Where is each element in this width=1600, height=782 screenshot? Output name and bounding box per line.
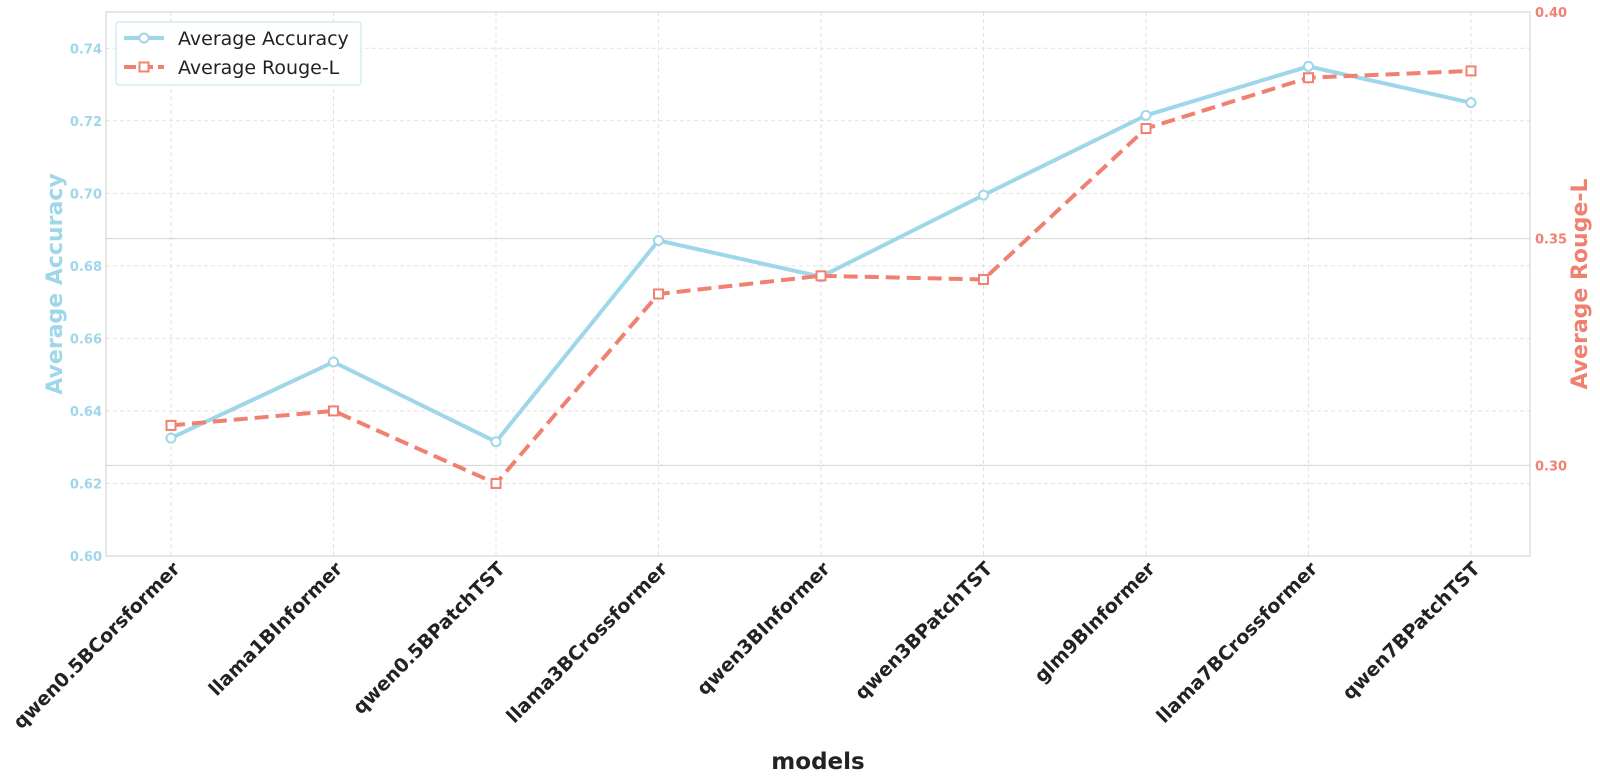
rouge-l-point — [165, 419, 177, 431]
x-axis-title: models — [771, 749, 864, 775]
rouge-l-point — [328, 405, 339, 417]
rouge-l-point — [653, 288, 664, 300]
x-tick-label: llama1BInformer — [205, 558, 348, 701]
left-tick-label: 0.72 — [70, 115, 102, 130]
grid-lines — [106, 12, 1530, 557]
rouge-l-point — [1303, 72, 1314, 84]
x-tick-label: qwen3BPatchTST — [851, 558, 997, 704]
left-tick-label: 0.62 — [70, 477, 102, 492]
x-tick-label: llama7BCrossformer — [1152, 558, 1322, 728]
left-axis-title: Average Accuracy — [43, 173, 68, 394]
right-axis-ticks: 0.30 0.35 0.40 — [1535, 6, 1567, 474]
plot-frame — [105, 11, 1531, 557]
left-tick-label: 0.70 — [70, 187, 102, 202]
series-line-rouge-l — [170, 68, 1472, 486]
rouge-l-point — [1140, 123, 1152, 135]
rouge-l-point — [978, 273, 989, 285]
left-tick-label: 0.74 — [70, 42, 102, 57]
left-tick-label: 0.60 — [70, 550, 102, 565]
legend: Average Accuracy Average Rouge-L — [115, 21, 362, 86]
rouge-l-point — [1465, 65, 1477, 77]
accuracy-point — [1140, 109, 1152, 121]
left-axis-ticks: 0.60 0.62 0.64 0.66 0.68 0.70 0.72 0.74 — [70, 42, 102, 565]
left-tick-label: 0.64 — [70, 405, 102, 420]
right-tick-label: 0.30 — [1535, 459, 1567, 474]
right-tick-label: 0.40 — [1535, 6, 1567, 21]
accuracy-point — [490, 436, 502, 448]
rouge-l-point — [490, 477, 502, 489]
left-tick-label: 0.66 — [70, 332, 102, 347]
left-tick-label: 0.68 — [70, 260, 102, 275]
x-tick-label: qwen7BPatchTST — [1338, 558, 1484, 704]
x-tick-label: glm9BInformer — [1030, 558, 1160, 688]
x-tick-label: llama3BCrossformer — [502, 558, 672, 728]
x-axis-ticks: qwen0.5BCorsformer llama1BInformer qwen0.5… — [9, 558, 1484, 734]
accuracy-point — [328, 356, 339, 368]
accuracy-point — [653, 234, 664, 246]
right-tick-label: 0.35 — [1535, 233, 1567, 248]
accuracy-point — [978, 189, 989, 201]
right-axis-reference-lines — [106, 238, 1530, 466]
legend-box — [115, 21, 362, 86]
legend-accuracy-swatch-marker — [138, 32, 150, 44]
accuracy-point — [1303, 60, 1314, 72]
legend-accuracy-label: Average Accuracy — [178, 28, 349, 50]
series-layer — [165, 60, 1477, 489]
x-tick-label: qwen3BInformer — [693, 558, 835, 700]
legend-rouge-swatch-marker — [138, 61, 150, 73]
accuracy-point — [1465, 97, 1477, 109]
x-tick-label: qwen0.5BCorsformer — [9, 558, 185, 734]
accuracy-point — [165, 432, 177, 444]
rouge-l-point — [815, 270, 827, 282]
right-axis-title: Average Rouge-L — [1568, 178, 1593, 389]
x-tick-label: qwen0.5BPatchTST — [349, 558, 510, 719]
legend-rouge-label: Average Rouge-L — [178, 57, 340, 79]
